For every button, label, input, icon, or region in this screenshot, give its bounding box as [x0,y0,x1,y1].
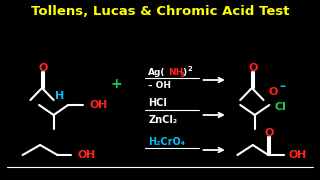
Text: H₂CrO₄: H₂CrO₄ [148,137,185,147]
Text: O: O [38,63,48,73]
Text: H: H [297,150,307,160]
Text: O: O [89,100,99,110]
Text: NH: NH [168,68,183,76]
Text: +: + [111,77,122,91]
Text: HCl: HCl [148,98,167,108]
Text: ): ) [182,68,186,76]
Text: O: O [289,150,298,160]
Text: Ag(: Ag( [148,68,166,76]
Text: O: O [248,63,258,73]
Text: Cl: Cl [274,102,286,112]
Text: O: O [265,128,274,138]
Text: –: – [280,80,286,93]
Text: 2: 2 [187,66,192,72]
Text: – OH: – OH [148,80,172,89]
Text: H: H [98,100,107,110]
Text: Tollens, Lucas & Chromic Acid Test: Tollens, Lucas & Chromic Acid Test [31,5,289,18]
Text: H: H [55,91,64,101]
Text: O: O [268,87,278,97]
Text: H: H [86,150,96,160]
Text: ZnCl₂: ZnCl₂ [148,115,178,125]
Text: 3: 3 [179,72,184,78]
Text: O: O [78,150,87,160]
